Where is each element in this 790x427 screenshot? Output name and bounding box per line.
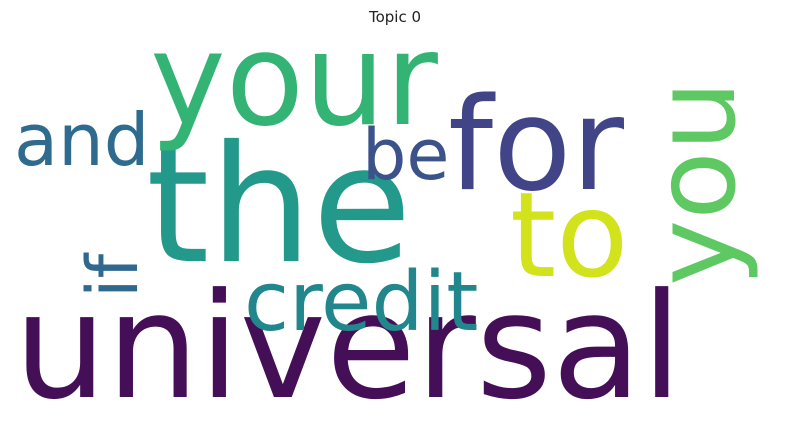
word-your: your — [150, 6, 438, 155]
word-be: be — [362, 114, 450, 196]
word-credit: credit — [244, 255, 479, 350]
word-for: for — [448, 71, 624, 220]
plot-title: Topic 0 — [368, 8, 422, 26]
word-and: and — [14, 98, 150, 182]
word-you: you — [631, 80, 761, 286]
word-to: to — [510, 166, 629, 304]
word-universal: universal — [14, 262, 682, 427]
word-if: if — [72, 253, 154, 298]
word-the: the — [146, 112, 412, 300]
